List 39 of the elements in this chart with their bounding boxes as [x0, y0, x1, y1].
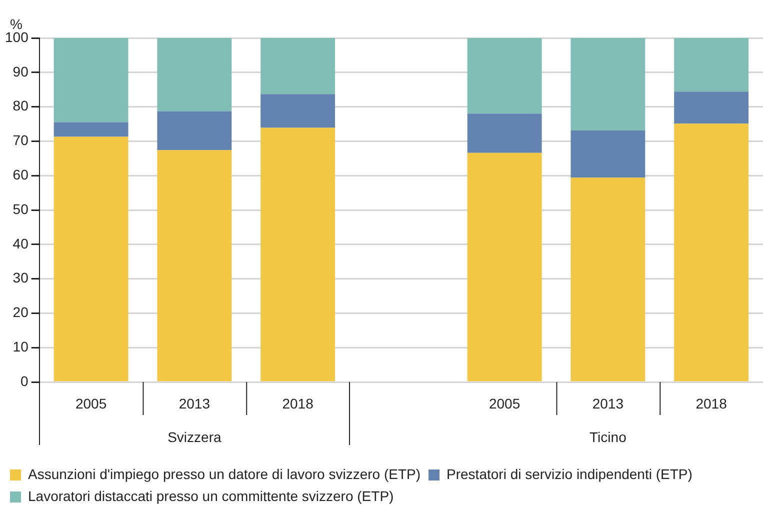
- legend-label: Prestatori di servizio indipendenti (ETP): [446, 466, 692, 482]
- text: Ticino: [590, 428, 627, 445]
- y-tick-label: 20: [12, 304, 29, 320]
- bar: [54, 38, 128, 122]
- y-tick-label: 90: [12, 63, 29, 80]
- x-tick-label: 2013: [592, 395, 624, 412]
- y-tick-label: 30: [12, 270, 29, 286]
- x-tick-label: 2005: [75, 395, 107, 412]
- bar: [570, 38, 646, 131]
- y-tick-label: 60: [12, 166, 29, 182]
- bar: [674, 92, 749, 124]
- bar: [467, 152, 542, 382]
- x-tick-label: 2018: [696, 395, 728, 412]
- bar: [467, 114, 542, 153]
- y-tick-label: 10: [12, 338, 29, 354]
- x-tick-label: 2013: [178, 395, 210, 412]
- bar: [570, 178, 646, 382]
- bar: [157, 150, 232, 382]
- bar: [467, 38, 542, 114]
- bar: [54, 122, 128, 137]
- bar: [157, 111, 232, 150]
- legend-label: Assunzioni d'impiego presso un datore di lavoro svizzero (ETP): [28, 466, 421, 482]
- y-tick-label: 80: [12, 98, 29, 114]
- y-tick-label: 40: [12, 235, 29, 252]
- legend-label: Lavoratori distaccati presso un committente svizzero (ETP): [28, 488, 394, 504]
- y-tick-label: 70: [12, 132, 29, 148]
- x-tick-label: 2018: [282, 395, 314, 412]
- bar: [157, 38, 232, 112]
- bar: [54, 136, 128, 382]
- bar: [674, 38, 749, 92]
- y-tick-label: 0: [20, 372, 29, 389]
- text: Svizzera: [168, 428, 222, 445]
- bar: [260, 94, 336, 128]
- bar: [260, 128, 336, 382]
- bar: [570, 130, 646, 178]
- bar: [674, 124, 749, 382]
- y-tick-label: 50: [12, 200, 29, 217]
- x-tick-label: 2005: [488, 395, 520, 412]
- bar: [260, 38, 336, 94]
